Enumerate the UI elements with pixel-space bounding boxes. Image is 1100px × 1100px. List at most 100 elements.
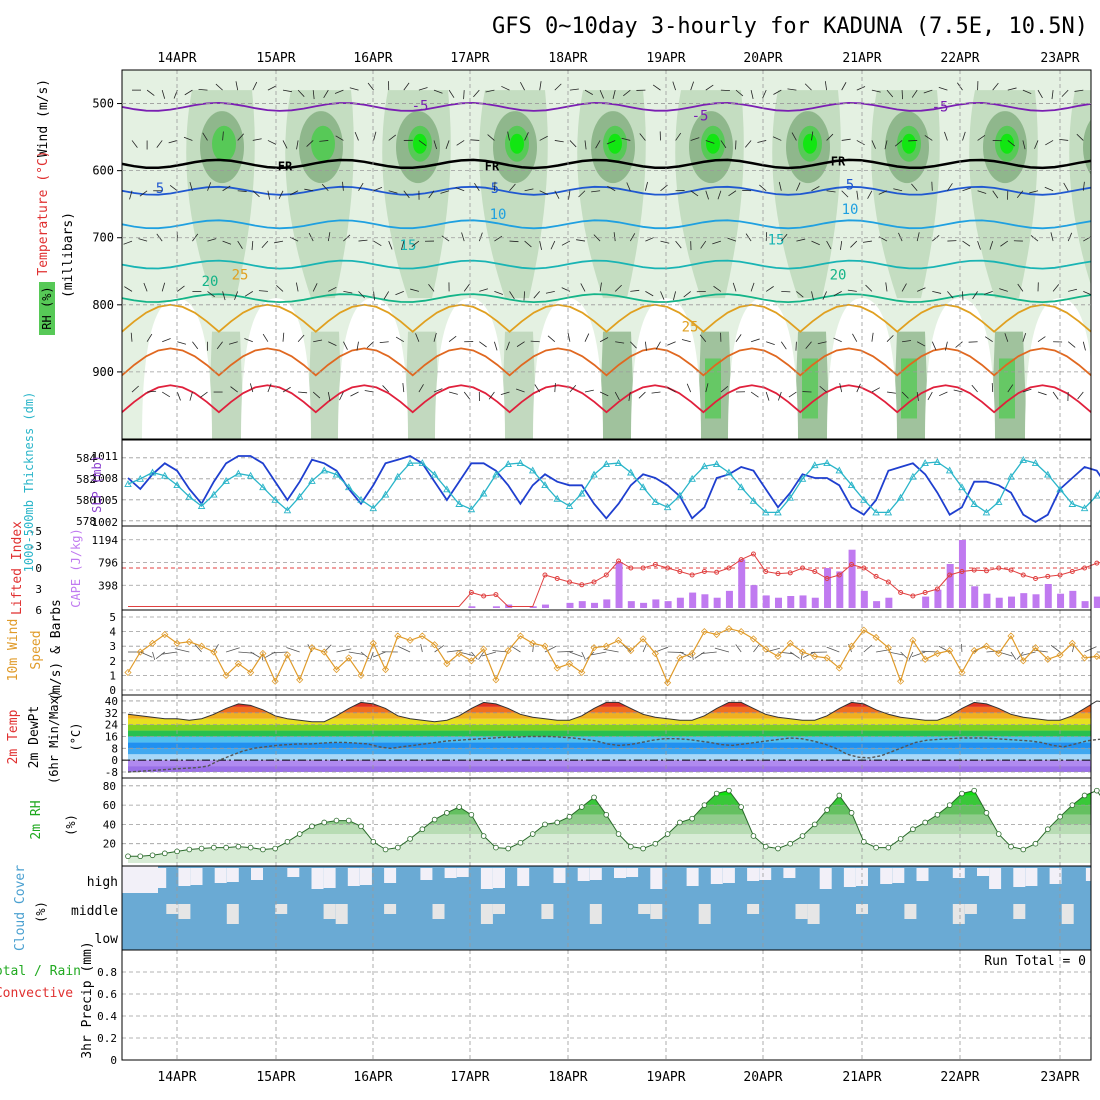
wind-barb (762, 89, 767, 99)
thickness-marker (663, 503, 672, 511)
wind-barb (865, 284, 873, 292)
wind-barb (373, 131, 377, 141)
wind-speed-marker (565, 660, 574, 668)
thickness-marker (528, 466, 537, 474)
lifted-index-marker (689, 572, 695, 578)
cape-bar (922, 596, 930, 608)
rh-tick-label: 60 (103, 799, 116, 812)
wind-barb (955, 341, 963, 348)
wind-barb (237, 133, 245, 141)
rh-marker (1057, 813, 1063, 820)
rh-saturated-core (706, 133, 720, 154)
wind-barb (735, 334, 742, 342)
wind-barb (690, 81, 695, 91)
li-tick-label: -5 (29, 525, 42, 538)
wind-speed-marker (897, 677, 905, 685)
lifted-index-ylabel: Lifted Index (10, 521, 25, 615)
high-cloud-gap (1085, 868, 1091, 881)
high-cloud-gap (1049, 868, 1062, 884)
rh-band (128, 795, 1091, 806)
cape-bar (676, 597, 684, 608)
high-cloud-gap (190, 868, 203, 885)
wind-barb (750, 90, 754, 99)
legend-wind: Wind (m/s) (36, 79, 51, 157)
bottom-day-label: 18APR (548, 1070, 587, 1085)
wind-barb (339, 391, 344, 401)
wind-barb (660, 184, 668, 192)
wind-barb (319, 140, 329, 142)
cloud-level-label: low (95, 932, 119, 947)
wind-barb (1000, 240, 1009, 247)
wind-barb (418, 140, 427, 147)
rh-marker (309, 823, 315, 830)
high-cloud-gap (420, 868, 433, 880)
isotherm-10 (122, 219, 1091, 230)
wind-speed-marker (848, 642, 856, 650)
wind-barb (655, 646, 669, 653)
wind-ylabel-line1: 10m Wind (6, 619, 21, 682)
cape-bar (468, 606, 476, 608)
wind-barb (947, 291, 954, 299)
thickness-marker (357, 495, 365, 503)
wind-barb (544, 645, 557, 653)
wind-barb (1037, 336, 1046, 343)
wind-speed-marker (357, 671, 365, 679)
rh-marker (211, 844, 217, 851)
wind-barb (539, 135, 548, 141)
high-cloud-gap (323, 868, 336, 888)
lifted-index-marker (567, 579, 572, 585)
wind-barb (1022, 89, 1032, 95)
wind-barb (161, 90, 166, 99)
wind-barb (428, 284, 435, 292)
rh-wet-core (1095, 126, 1100, 162)
wind-barb (992, 82, 999, 91)
temp-tick-label: 0 (111, 754, 118, 767)
wind-barb (569, 384, 577, 393)
wind-barb (642, 644, 647, 653)
wind-speed-marker (835, 664, 843, 672)
wind-barb (251, 241, 254, 251)
wind-barb (705, 140, 715, 144)
rh-marker (1081, 792, 1088, 799)
wind-barb (470, 139, 480, 141)
wind-barb (700, 240, 707, 249)
wind-barb (911, 651, 926, 657)
wind-barb (884, 140, 888, 150)
cape-bar (1093, 596, 1100, 608)
cape-bar (689, 592, 697, 608)
wind-speed-marker (639, 635, 647, 643)
wind-barb (379, 341, 389, 344)
freezing-level-label: FR (831, 154, 846, 168)
wind-barb (614, 391, 620, 401)
freezing-level-label: FR (278, 160, 293, 174)
rh-marker (811, 821, 818, 828)
wind-barb (327, 232, 331, 242)
wind-speed-marker (749, 635, 758, 643)
lifted-index-marker (1008, 567, 1014, 573)
wind-barb (306, 140, 314, 147)
wind-barb (992, 190, 999, 199)
high-cloud-gap (517, 868, 530, 886)
wind-barb (267, 190, 271, 200)
wind-tick-label: 1 (109, 669, 116, 682)
high-cloud-gap (686, 868, 699, 886)
wind-barb (348, 651, 365, 655)
cape-bar (971, 586, 979, 608)
wind-barb (1083, 291, 1091, 296)
temp-band (128, 718, 1091, 725)
wind-barb (415, 333, 420, 342)
thickness-marker (185, 492, 194, 500)
wind-barb (509, 291, 515, 300)
wind-barb (262, 333, 269, 342)
wind-barb (753, 644, 760, 653)
wind-barb (606, 140, 616, 145)
wind-speed-marker (173, 639, 181, 647)
wind-tick-label: 5 (109, 611, 116, 624)
wind-speed-marker (431, 641, 439, 649)
temp-tick-label: 32 (105, 707, 118, 720)
wind-barb (485, 89, 495, 93)
thickness-marker (774, 508, 782, 516)
top-day-label: 18APR (548, 51, 587, 66)
wind-barb (886, 391, 896, 394)
rh-low-column (501, 331, 537, 439)
